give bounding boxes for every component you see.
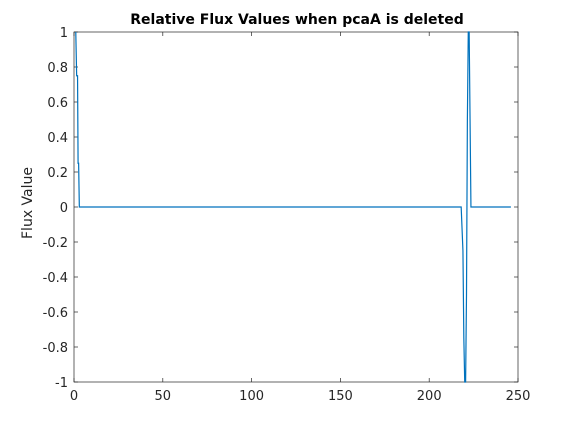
y-tick-label: 0.2 <box>47 166 68 181</box>
x-tick-label: 0 <box>70 389 78 404</box>
x-tick-label: 50 <box>155 389 172 404</box>
data-series <box>75 31 511 383</box>
y-tick-label: 1 <box>60 26 68 41</box>
y-tick-label: -0.4 <box>43 271 68 286</box>
y-tick-label: -1 <box>55 376 68 391</box>
y-tick-label: 0.6 <box>47 96 68 111</box>
chart-title: Relative Flux Values when pcaA is delete… <box>130 12 463 28</box>
y-tick-label: 0.8 <box>47 61 68 76</box>
x-tick-label: 250 <box>506 389 531 404</box>
x-tick-label: 200 <box>417 389 442 404</box>
y-axis-label: Flux Value <box>20 167 36 239</box>
y-tick-label: -0.8 <box>43 341 68 356</box>
y-tick-label: -0.2 <box>43 236 68 251</box>
y-tick-label: -0.6 <box>43 306 68 321</box>
series-line-1 <box>75 31 511 383</box>
x-tick-label: 100 <box>239 389 264 404</box>
x-tick-label: 150 <box>328 389 353 404</box>
axis-tick-labels: 0 50 100 150 200 250 -1 -0.8 -0.6 -0.4 -0.2 0 0.2 0.4… <box>43 26 531 404</box>
y-tick-label: 0.4 <box>47 131 68 146</box>
y-tick-label: 0 <box>60 201 68 216</box>
axis-ticks <box>73 31 519 383</box>
